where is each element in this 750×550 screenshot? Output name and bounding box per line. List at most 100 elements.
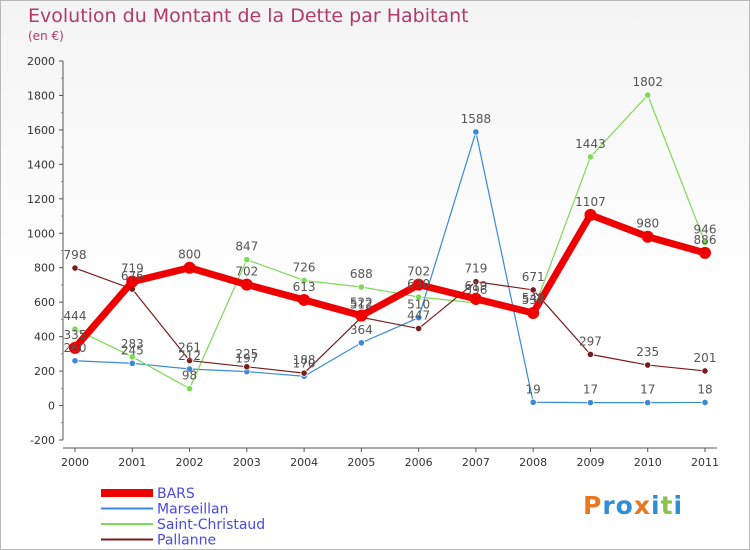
data-label-marseillan: 510: [407, 298, 430, 312]
data-point-saint-christaud: [701, 238, 709, 247]
data-point-marseillan: [415, 314, 423, 322]
data-label-bars: 719: [121, 262, 144, 276]
data-point-saint-christaud: [300, 276, 308, 285]
data-label-pallanne: 676: [121, 269, 144, 283]
data-point-bars: [412, 278, 425, 291]
x-tick-label: 2003: [233, 456, 261, 469]
data-point-pallanne: [71, 264, 79, 272]
data-label-marseillan: 197: [235, 352, 258, 366]
data-point-saint-christaud: [243, 256, 251, 264]
legend-label-pallanne: Pallanne: [157, 533, 216, 549]
data-point-saint-christaud: [357, 283, 365, 291]
data-label-pallanne: 671: [522, 270, 545, 284]
data-point-bars: [527, 307, 540, 320]
x-tick-label: 2002: [176, 456, 204, 469]
data-label-saint-christaud: 847: [235, 240, 258, 254]
data-point-pallanne: [300, 369, 308, 377]
y-tick-label: 2000: [27, 55, 55, 68]
data-label-marseillan: 364: [350, 323, 373, 337]
chart-subtitle: (en €): [28, 29, 64, 43]
x-tick-label: 2008: [519, 456, 547, 469]
y-tick-label: -200: [30, 434, 55, 447]
data-label-saint-christaud: 1443: [575, 137, 606, 151]
data-point-bars: [699, 246, 711, 259]
x-tick-label: 2009: [576, 456, 604, 469]
data-label-saint-christaud: 688: [350, 267, 373, 281]
data-label-bars: 335: [64, 328, 87, 342]
y-tick-label: 800: [34, 262, 55, 275]
legend-label-saint-christaud: Saint-Christaud: [157, 517, 265, 533]
data-point-bars: [69, 341, 81, 354]
y-tick-label: 1400: [27, 158, 55, 171]
data-label-saint-christaud: 596: [464, 283, 487, 297]
data-label-marseillan: 245: [121, 343, 144, 357]
y-tick-label: 400: [34, 331, 55, 344]
data-point-bars: [126, 275, 139, 288]
data-point-marseillan: [586, 399, 595, 407]
data-label-bars: 800: [178, 248, 201, 262]
data-point-pallanne: [243, 363, 251, 371]
data-label-pallanne: 201: [694, 351, 717, 365]
series-line-pallanne: [74, 267, 706, 374]
legend-label-bars: BARS: [157, 486, 195, 502]
data-point-saint-christaud: [128, 353, 136, 361]
y-tick-label: 200: [34, 365, 55, 378]
data-point-marseillan: [185, 365, 194, 373]
series-line-bars: [71, 211, 709, 352]
y-tick-label: 1600: [27, 124, 55, 137]
x-tick-label: 2005: [347, 456, 375, 469]
data-label-pallanne: 719: [464, 262, 487, 276]
data-label-pallanne: 447: [407, 309, 430, 323]
data-label-bars: 522: [350, 296, 373, 310]
legend-label-marseillan: Marseillan: [157, 502, 228, 518]
data-label-marseillan: 17: [640, 383, 655, 397]
y-tick-label: 600: [34, 296, 55, 309]
x-tick-label: 2007: [462, 456, 490, 469]
data-point-bars: [355, 309, 368, 322]
data-label-pallanne: 235: [636, 345, 659, 359]
data-label-marseillan: 1588: [461, 112, 492, 126]
data-label-saint-christaud: 283: [121, 337, 144, 351]
data-label-pallanne: 225: [235, 347, 258, 361]
series-line-saint-christaud: [74, 94, 706, 390]
x-tick-label: 2000: [61, 456, 89, 469]
x-tick-label: 2010: [634, 456, 662, 469]
data-label-marseillan: 18: [697, 382, 712, 396]
data-label-marseillan: 212: [178, 349, 201, 363]
data-label-pallanne: 261: [178, 341, 201, 355]
data-point-saint-christaud: [185, 385, 194, 393]
data-point-saint-christaud: [71, 325, 79, 333]
x-tick-label: 2011: [691, 456, 719, 469]
data-point-marseillan: [357, 339, 365, 347]
data-point-bars: [183, 261, 196, 274]
data-point-pallanne: [644, 361, 652, 369]
data-label-saint-christaud: 946: [694, 223, 717, 237]
x-tick-label: 2001: [118, 456, 146, 469]
data-point-marseillan: [701, 398, 709, 407]
data-point-bars: [240, 278, 253, 291]
data-point-bars: [298, 293, 311, 306]
y-tick-label: 1200: [27, 193, 55, 206]
data-label-marseillan: 19: [526, 382, 541, 396]
data-label-saint-christaud: 444: [64, 309, 87, 323]
data-label-marseillan: 17: [583, 383, 598, 397]
data-point-pallanne: [472, 278, 480, 286]
chart-title: Evolution du Montant de la Dette par Hab…: [28, 5, 469, 27]
data-point-marseillan: [529, 398, 537, 406]
data-label-bars: 537: [522, 293, 545, 307]
data-point-pallanne: [586, 350, 595, 358]
series-line-marseillan: [74, 131, 706, 404]
data-point-saint-christaud: [415, 293, 423, 301]
data-label-pallanne: 798: [64, 248, 87, 262]
data-label-bars: 886: [694, 233, 717, 247]
data-label-saint-christaud: 98: [182, 369, 197, 383]
x-tick-label: 2004: [290, 456, 318, 469]
data-point-pallanne: [701, 367, 709, 375]
data-point-pallanne: [185, 356, 194, 365]
data-label-pallanne: 188: [293, 353, 316, 367]
data-point-bars: [469, 292, 482, 305]
data-label-bars: 980: [636, 217, 659, 231]
y-tick-label: 1800: [27, 89, 55, 102]
